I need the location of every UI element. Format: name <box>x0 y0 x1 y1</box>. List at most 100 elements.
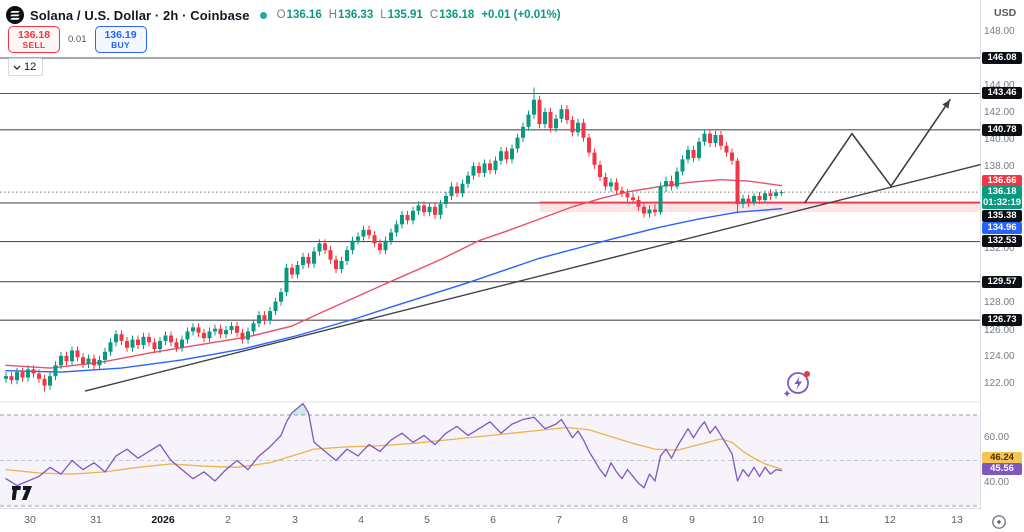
indicators-count: 12 <box>24 61 37 73</box>
price-tag-label: 134.96 <box>982 222 1022 234</box>
candle-body <box>202 332 206 339</box>
candle-body <box>279 292 283 302</box>
candle-body <box>746 198 751 203</box>
time-scale-label: 12 <box>884 514 896 526</box>
candle-body <box>334 259 338 270</box>
candle-body <box>240 332 245 340</box>
candle-body <box>664 181 668 187</box>
currency-label: USD <box>994 7 1017 19</box>
open-key: O <box>276 9 286 21</box>
candle-body <box>224 330 228 335</box>
candle-body <box>141 336 146 345</box>
price-tag-label: 46.24 <box>982 452 1022 464</box>
candle-body <box>658 186 663 213</box>
candle-body <box>686 149 690 160</box>
candle-body <box>592 152 597 165</box>
tradingview-logo[interactable] <box>12 486 36 502</box>
candle-body <box>26 369 30 378</box>
projection-arrow <box>804 98 951 204</box>
candle-body <box>609 182 613 187</box>
buy-button[interactable]: 136.19 BUY <box>94 26 147 53</box>
candle-body <box>306 256 311 264</box>
candle-body <box>730 152 734 161</box>
sell-button[interactable]: 136.18 SELL <box>8 26 60 53</box>
candle-body <box>774 192 778 196</box>
candle-body <box>449 186 454 196</box>
candle-body <box>603 176 608 187</box>
open-value: 136.16 <box>286 9 322 21</box>
candle-body <box>235 326 239 333</box>
candle-body <box>675 171 679 187</box>
candle-body <box>361 229 366 237</box>
time-axis[interactable]: 30 31 2026 2 3 4 5 6 7 8 9 10 11 12 13 <box>0 509 1024 532</box>
candle-body <box>75 350 80 358</box>
candle-body <box>59 355 63 366</box>
price-tag-label: 146.08 <box>982 52 1022 64</box>
ascending-trendline <box>84 162 986 392</box>
candle-body <box>163 335 168 341</box>
candle-body <box>86 358 91 364</box>
candle-body <box>713 134 718 144</box>
price-tag-label: 126.73 <box>982 314 1022 326</box>
price-tag-label: 136.18 <box>982 186 1022 198</box>
candle-body <box>9 376 14 381</box>
candle-body <box>697 141 701 158</box>
candle-body <box>312 251 316 264</box>
price-scale-label: 128.00 <box>984 297 1015 308</box>
candle-body <box>680 159 685 172</box>
flash-lightning-icon[interactable] <box>779 366 817 400</box>
candle-body <box>262 315 267 321</box>
candle-body <box>64 355 69 362</box>
close-value: 136.18 <box>439 9 475 21</box>
candle-body <box>598 164 602 177</box>
price-scale-label: 124.00 <box>984 351 1015 362</box>
market-status-dot[interactable] <box>259 11 267 19</box>
candle-body <box>515 137 520 149</box>
candle-body <box>108 342 113 352</box>
candle-body <box>114 334 118 343</box>
candle-body <box>581 122 586 138</box>
symbol-header: Solana / U.S. Dollar · 2h · Coinbase O13… <box>6 5 561 25</box>
candle-body <box>433 206 437 215</box>
time-scale-label: 7 <box>556 514 562 526</box>
candle-body <box>669 181 674 187</box>
price-scale-label: 140.00 <box>984 134 1015 145</box>
price-tag-label: 45.56 <box>982 463 1022 475</box>
candle-body <box>213 328 217 332</box>
candle-body <box>724 145 729 153</box>
time-scale-label: 2 <box>225 514 231 526</box>
candle-body <box>735 160 740 205</box>
candle-body <box>532 99 536 115</box>
candle-body <box>768 193 773 196</box>
candle-body <box>4 376 8 379</box>
order-panel: 136.18 SELL 0.01 136.19 BUY <box>8 26 147 53</box>
candle-body <box>444 195 448 205</box>
candle-body <box>537 99 542 125</box>
candle-body <box>570 120 575 133</box>
timezone-settings-icon[interactable] <box>990 513 1008 531</box>
candle-body <box>565 109 569 121</box>
candle-body <box>37 373 41 379</box>
indicators-collapsed-chip[interactable]: 12 <box>8 58 44 76</box>
time-scale-label: 31 <box>90 514 102 526</box>
buy-label: BUY <box>111 39 130 50</box>
chevron-down-icon <box>13 65 21 70</box>
candle-body <box>411 210 415 221</box>
projection-arrowhead <box>942 99 950 109</box>
candle-body <box>477 166 481 173</box>
price-axis[interactable]: USD 148.00 144.00 142.00 140.00 138.00 132.00… <box>981 0 1024 509</box>
candle-body <box>48 376 52 386</box>
time-scale-label: 2026 <box>151 514 175 526</box>
candle-body <box>548 111 553 129</box>
candle-body <box>383 240 388 251</box>
candle-body <box>504 151 509 160</box>
ma-slow-line <box>5 207 783 373</box>
candle-body <box>471 166 476 176</box>
candle-body <box>103 351 107 360</box>
candle-body <box>625 193 630 198</box>
symbol-title[interactable]: Solana / U.S. Dollar · 2h · Coinbase <box>30 7 250 23</box>
price-tag-label: 143.46 <box>982 87 1022 99</box>
time-scale-label: 4 <box>358 514 364 526</box>
candle-body <box>218 328 223 335</box>
